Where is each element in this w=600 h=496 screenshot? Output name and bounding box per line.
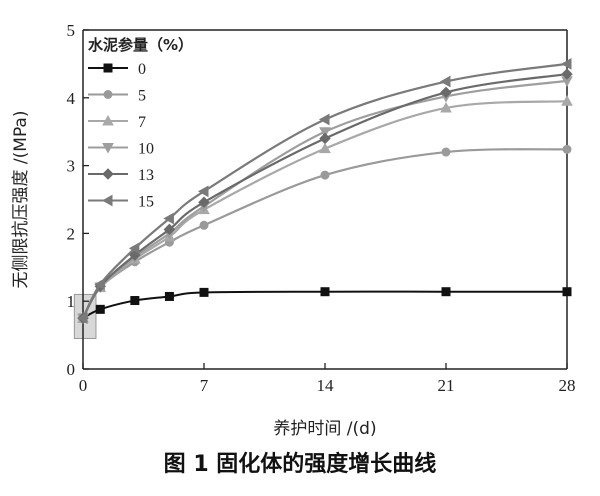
legend-entry: 5 <box>88 88 146 105</box>
series-15 <box>76 58 572 324</box>
legend-label: 5 <box>138 88 146 105</box>
data-point <box>562 144 572 154</box>
data-point <box>198 196 210 208</box>
legend-label: 13 <box>138 167 154 184</box>
data-point <box>128 242 140 255</box>
legend-entry: 15 <box>88 194 154 211</box>
legend-title: 水泥参量（%） <box>88 36 193 54</box>
legend-label: 0 <box>138 61 146 78</box>
y-tick-label: 2 <box>67 224 76 243</box>
legend-marker <box>102 114 114 126</box>
series-0 <box>78 287 572 323</box>
legend-entry: 13 <box>88 167 154 184</box>
legend-marker <box>103 63 113 73</box>
data-point <box>440 86 452 99</box>
data-point <box>440 101 452 113</box>
data-point <box>319 132 331 145</box>
y-tick-label: 0 <box>67 360 76 379</box>
legend-label: 15 <box>138 194 154 211</box>
legend-entry: 7 <box>88 114 146 131</box>
x-tick-label: 28 <box>559 376 576 395</box>
data-point <box>319 127 331 138</box>
data-point <box>318 113 330 126</box>
figure-caption: 图 1 固化体的强度增长曲线 <box>163 452 437 477</box>
y-tick-label: 5 <box>67 21 76 40</box>
data-point <box>561 95 573 106</box>
legend-marker <box>103 90 113 99</box>
data-point <box>320 287 330 297</box>
data-point <box>164 291 174 301</box>
data-point <box>319 142 331 154</box>
legend-label: 7 <box>138 114 146 131</box>
data-point <box>76 312 88 324</box>
data-point <box>130 296 140 306</box>
series-line <box>82 72 568 319</box>
y-axis-title: 无侧限抗压强度 /(MPa) <box>11 111 31 289</box>
y-tick-label: 1 <box>67 292 76 311</box>
data-point <box>441 287 451 297</box>
x-tick-label: 0 <box>79 376 88 395</box>
y-tick-label: 3 <box>67 157 76 176</box>
x-tick-label: 21 <box>438 376 455 395</box>
data-point <box>560 58 572 70</box>
data-point <box>439 75 451 88</box>
x-tick-label: 7 <box>200 376 209 395</box>
data-point <box>197 185 209 198</box>
data-point <box>199 220 209 230</box>
data-point <box>163 223 176 236</box>
data-point <box>441 147 451 157</box>
data-point <box>95 304 105 314</box>
data-point <box>163 212 174 225</box>
data-point <box>199 287 209 297</box>
x-axis-title: 养护时间 /(d) <box>273 419 376 439</box>
legend-entry: 0 <box>88 61 146 78</box>
legend-label: 10 <box>138 141 154 158</box>
legend-marker <box>101 194 113 207</box>
strength-growth-chart: 0 7 14 21 28 0 1 2 3 4 5 水泥参量（%） 0 5 7 10 13 15 养护时间 /(d… <box>11 21 576 439</box>
legend-marker <box>102 168 114 180</box>
y-tick-label: 4 <box>67 89 76 108</box>
legend-entry: 10 <box>88 141 154 158</box>
data-point <box>562 287 572 297</box>
x-tick-label: 14 <box>317 376 335 395</box>
legend-marker <box>102 143 114 154</box>
data-point <box>94 278 105 291</box>
data-point <box>320 170 330 180</box>
data-point <box>561 68 573 80</box>
